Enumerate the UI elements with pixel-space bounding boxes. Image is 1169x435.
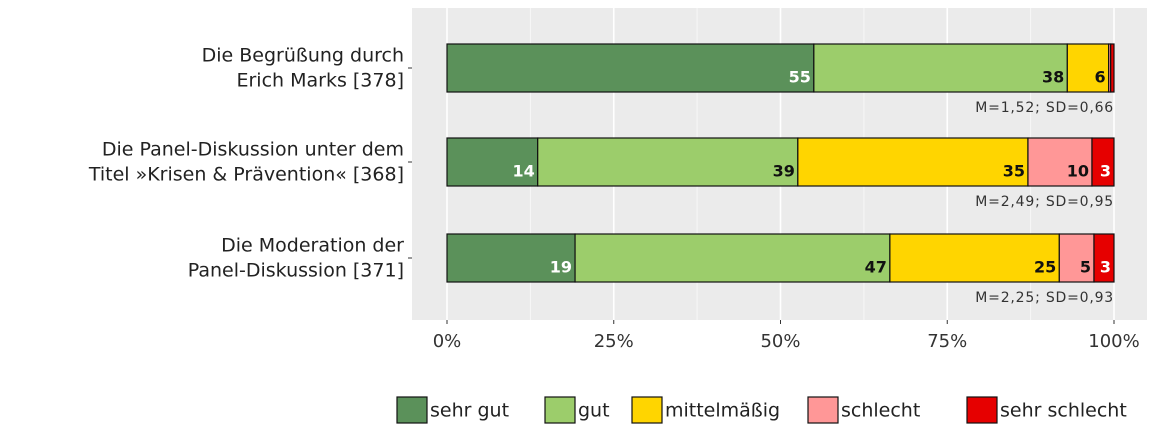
bar-segment <box>537 137 799 187</box>
x-tick-label: 50% <box>760 331 800 352</box>
x-tick-label: 0% <box>433 331 462 352</box>
x-tick-label: 100% <box>1088 331 1139 352</box>
legend-swatch <box>631 396 663 424</box>
legend-label: gut <box>578 400 610 422</box>
legend-swatch <box>396 396 428 424</box>
x-tick-label: 75% <box>927 331 967 352</box>
value-label: 55 <box>789 68 811 87</box>
legend-swatch <box>544 396 576 424</box>
x-tick-label: 25% <box>594 331 634 352</box>
value-label: 39 <box>773 162 795 181</box>
legend-label: sehr schlecht <box>1000 400 1127 422</box>
value-label: 19 <box>550 258 572 277</box>
value-label: 3 <box>1100 258 1111 277</box>
y-tick-label: Die Panel-Diskussion unter dem Titel »Kri… <box>88 138 404 185</box>
bar-segment <box>1110 43 1115 93</box>
bar-segment <box>1058 233 1095 283</box>
bar-segment <box>889 233 1060 283</box>
bar-segment <box>1091 137 1115 187</box>
y-tick-label: Die Begrüßung durch Erich Marks [378] <box>202 44 404 91</box>
value-label: 3 <box>1100 162 1111 181</box>
value-label: 35 <box>1003 162 1025 181</box>
annotation: M=2,25; SD=0,93 <box>975 290 1114 306</box>
y-tick-label: Die Moderation der Panel-Diskussion [371] <box>188 234 404 281</box>
value-label: 6 <box>1095 68 1106 87</box>
legend-swatch <box>807 396 839 424</box>
bar-segment <box>813 43 1068 93</box>
bar-segment <box>574 233 891 283</box>
bar-segment <box>797 137 1029 187</box>
value-label: 25 <box>1034 258 1056 277</box>
value-label: 5 <box>1080 258 1091 277</box>
legend-swatch <box>966 396 998 424</box>
value-label: 38 <box>1042 68 1064 87</box>
annotation: M=1,52; SD=0,66 <box>975 100 1114 116</box>
value-label: 47 <box>865 258 887 277</box>
value-label: 14 <box>512 162 534 181</box>
bar-segment <box>446 137 539 187</box>
value-label: 10 <box>1067 162 1089 181</box>
bar-segment <box>1027 137 1093 187</box>
annotation: M=2,49; SD=0,95 <box>975 194 1114 210</box>
legend-label: sehr gut <box>430 400 509 422</box>
bar-segment <box>1093 233 1115 283</box>
legend-label: mittelmäßig <box>665 400 780 422</box>
bar-segment <box>446 43 815 93</box>
legend-label: schlecht <box>841 400 920 422</box>
bar-segment <box>446 233 576 283</box>
